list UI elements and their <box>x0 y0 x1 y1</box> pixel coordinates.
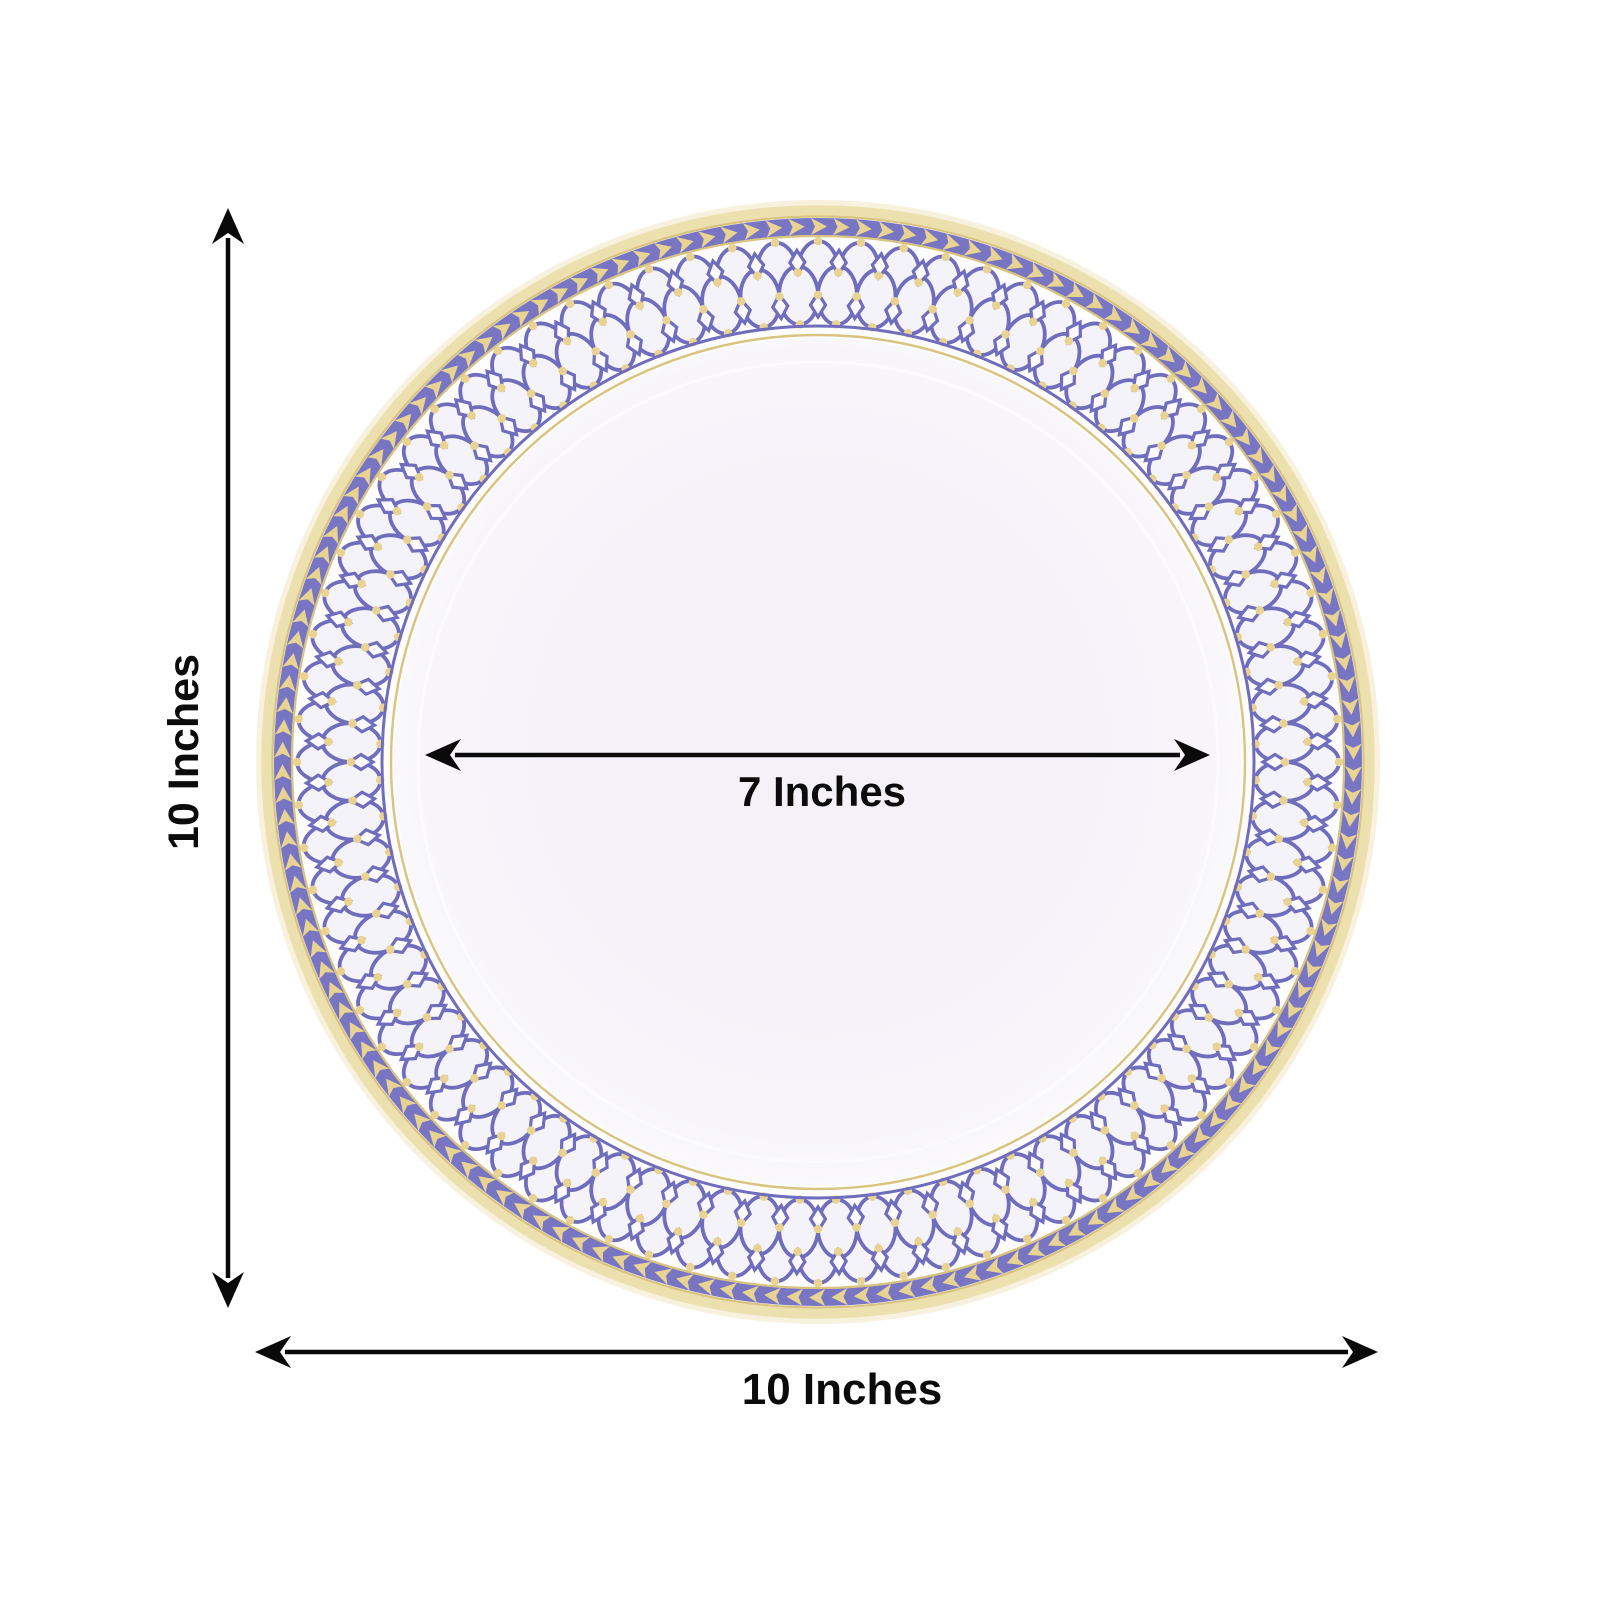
well-diameter-arrow <box>425 739 1210 771</box>
width-dimension-arrow <box>255 1336 1378 1368</box>
plate-illustration <box>256 200 1380 1324</box>
height-dimension-arrow <box>212 208 244 1308</box>
height-dimension-label: 10 Inches <box>160 654 208 850</box>
well-diameter-label: 7 Inches <box>738 768 906 815</box>
width-dimension-label: 10 Inches <box>742 1365 943 1414</box>
